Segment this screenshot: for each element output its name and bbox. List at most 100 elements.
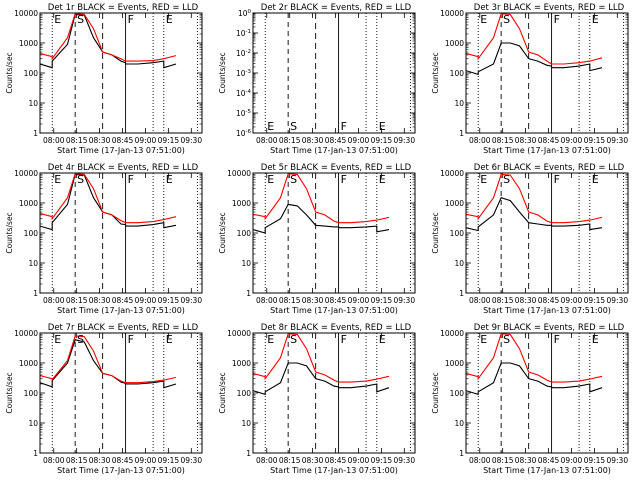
panel-title: Det 4r BLACK = Events, RED = LLD <box>48 163 199 173</box>
panel-title: Det 3r BLACK = Events, RED = LLD <box>474 3 625 13</box>
event-marker: F <box>128 13 134 26</box>
y-tick-label: 10000 <box>227 329 251 338</box>
event-marker: E <box>54 333 61 346</box>
x-tick-label: 09:30 <box>180 136 202 145</box>
x-tick-label: 09:15 <box>371 136 393 145</box>
x-tick-label: 09:15 <box>158 456 180 465</box>
event-marker: E <box>267 173 274 186</box>
x-tick-label: 08:30 <box>89 296 111 305</box>
x-tick-label: 08:30 <box>302 456 324 465</box>
x-tick-label: 09:30 <box>606 296 628 305</box>
x-tick-label: 09:15 <box>158 296 180 305</box>
plot-frame <box>252 172 416 294</box>
x-axis-label: Start Time (17-Jan-13 07:51:00) <box>483 466 611 475</box>
x-tick-label: 08:00 <box>43 136 65 145</box>
event-marker: S <box>77 13 84 26</box>
y-tick-label: 10-4 <box>236 89 252 98</box>
event-marker: E <box>379 120 386 133</box>
x-tick-label: 08:15 <box>66 456 88 465</box>
event-marker: S <box>290 333 297 346</box>
event-marker: E <box>267 120 274 133</box>
y-tick-label: 10-3 <box>236 69 252 78</box>
x-tick-label: 09:30 <box>180 296 202 305</box>
x-tick-label: 08:00 <box>256 136 278 145</box>
x-tick-label: 08:00 <box>469 456 491 465</box>
event-marker: E <box>267 333 274 346</box>
lld-series-line <box>466 13 603 65</box>
event-marker: E <box>480 333 487 346</box>
y-tick-label: 1 <box>459 449 464 458</box>
y-tick-label: 10 <box>454 419 464 428</box>
y-tick-label: 1000 <box>232 199 251 208</box>
event-marker: S <box>77 173 84 186</box>
plot-frame <box>252 12 416 134</box>
x-tick-label: 09:00 <box>135 456 157 465</box>
event-marker: E <box>592 173 599 186</box>
y-tick-label: 1 <box>459 129 464 138</box>
event-marker: E <box>480 173 487 186</box>
y-tick-label: 1000 <box>445 39 464 48</box>
event-marker: S <box>503 13 510 26</box>
y-tick-label: 1000 <box>445 199 464 208</box>
x-tick-label: 08:45 <box>325 296 347 305</box>
event-marker: E <box>166 333 173 346</box>
y-axis-label: Counts/sec <box>5 212 14 253</box>
y-tick-label: 1000 <box>19 359 38 368</box>
detector-panel-1: Det 1r BLACK = Events, RED = LLD 1 10 100 10… <box>5 3 203 155</box>
event-marker: S <box>290 120 297 133</box>
y-tick-label: 1000 <box>19 199 38 208</box>
y-tick-label: 1 <box>246 449 251 458</box>
detector-panel-7: Det 7r BLACK = Events, RED = LLD 1 10 100 10… <box>5 323 203 475</box>
lld-series-line <box>40 173 177 224</box>
x-tick-label: 09:15 <box>584 136 606 145</box>
x-tick-label: 08:00 <box>43 296 65 305</box>
plot-frame <box>465 12 629 134</box>
lld-series-line <box>466 173 603 224</box>
detector-panel-3: Det 3r BLACK = Events, RED = LLD 1 10 100 10… <box>431 3 629 155</box>
y-tick-label: 100 <box>237 389 252 398</box>
event-marker: E <box>54 13 61 26</box>
lld-series-line <box>40 335 177 384</box>
x-tick-label: 08:45 <box>112 456 134 465</box>
x-tick-label: 08:30 <box>89 136 111 145</box>
x-tick-label: 08:15 <box>492 456 514 465</box>
y-tick-label: 10000 <box>14 9 38 18</box>
panel-title: Det 7r BLACK = Events, RED = LLD <box>48 323 199 333</box>
x-tick-label: 08:00 <box>256 296 278 305</box>
x-tick-label: 09:00 <box>348 296 370 305</box>
y-tick-label: 10000 <box>227 169 251 178</box>
y-tick-label: 100 <box>450 389 465 398</box>
x-tick-label: 09:00 <box>348 136 370 145</box>
y-tick-label: 10 <box>28 259 38 268</box>
x-tick-label: 09:00 <box>135 296 157 305</box>
y-tick-label: 1 <box>33 449 38 458</box>
x-tick-label: 09:00 <box>561 456 583 465</box>
panel-title: Det 5r BLACK = Events, RED = LLD <box>261 163 412 173</box>
y-tick-label: 1 <box>33 289 38 298</box>
x-axis-label: Start Time (17-Jan-13 07:51:00) <box>483 146 611 155</box>
y-tick-label: 100 <box>450 69 465 78</box>
event-marker: F <box>128 333 134 346</box>
x-tick-label: 08:45 <box>112 136 134 145</box>
y-tick-label: 100 <box>237 229 252 238</box>
x-tick-label: 08:15 <box>279 456 301 465</box>
y-tick-label: 10-2 <box>236 49 251 58</box>
panel-title: Det 1r BLACK = Events, RED = LLD <box>48 3 199 13</box>
x-tick-label: 08:45 <box>325 136 347 145</box>
y-tick-label: 10 <box>454 259 464 268</box>
event-marker: S <box>290 173 297 186</box>
y-tick-label: 1000 <box>19 39 38 48</box>
x-tick-label: 08:45 <box>538 136 560 145</box>
y-tick-label: 1000 <box>445 359 464 368</box>
x-tick-label: 08:00 <box>469 296 491 305</box>
x-tick-label: 09:30 <box>606 456 628 465</box>
event-marker: E <box>166 173 173 186</box>
events-series-line <box>466 197 603 232</box>
detector-panel-9: Det 9r BLACK = Events, RED = LLD 1 10 100 10… <box>431 323 629 475</box>
lld-series-line <box>40 13 177 62</box>
y-axis-label: Counts/sec <box>431 52 440 93</box>
x-tick-label: 09:30 <box>393 296 415 305</box>
y-tick-label: 1 <box>33 129 38 138</box>
x-tick-label: 09:15 <box>584 456 606 465</box>
x-axis-label: Start Time (17-Jan-13 07:51:00) <box>57 306 185 315</box>
